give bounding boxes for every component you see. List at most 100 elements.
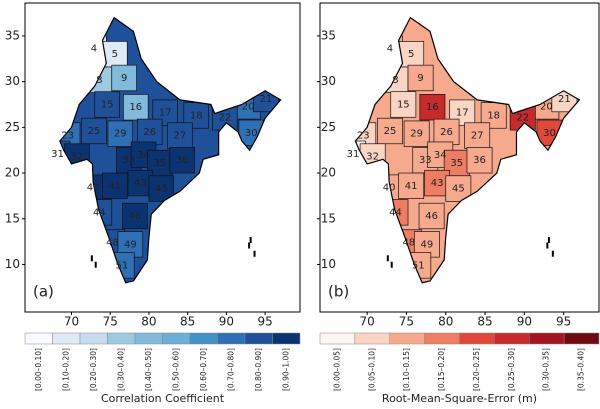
island: [253, 250, 256, 257]
colorbar-swatch: [79, 332, 108, 345]
region-label: 33: [419, 155, 432, 166]
region-cell: [122, 202, 148, 230]
colorbar-label: [0.30–0.35]: [542, 348, 551, 391]
island: [547, 237, 550, 244]
region-label: 36: [176, 155, 189, 166]
region-label: 30: [543, 128, 556, 139]
region-label: 16: [129, 102, 142, 113]
y-tick-label: 25: [321, 120, 336, 134]
colorbar-swatch: [189, 332, 218, 345]
y-tick-label: 15: [321, 211, 336, 225]
region-cell: [433, 118, 460, 146]
region-cell: [390, 91, 417, 118]
colorbar-swatch: [134, 332, 163, 345]
colorbar-label: [0.15–0.20]: [437, 348, 446, 391]
region-label: 21: [260, 94, 273, 105]
country-border: [354, 16, 581, 284]
region-cell: [81, 117, 107, 145]
y-tick-label: 10: [5, 257, 20, 271]
region-label: 16: [426, 102, 439, 113]
colorbar-label: [0.00–0.05]: [332, 348, 341, 391]
region-label: 43: [431, 178, 444, 189]
region-label: 5: [408, 49, 414, 60]
region-label: 44: [93, 207, 106, 218]
region-label: 35: [450, 158, 463, 169]
region-label: 15: [101, 99, 114, 110]
region-label: 33: [122, 155, 135, 166]
axes-frame: [319, 2, 600, 313]
region-cell: [403, 120, 430, 147]
region-label: 27: [174, 131, 187, 142]
region-cell: [398, 172, 425, 199]
x-tick-label: 95: [258, 315, 273, 329]
colorbar-swatch: [272, 332, 301, 345]
region-cell: [107, 120, 134, 147]
region-label: 40: [383, 183, 396, 194]
colorbar-label: [0.05–0.10]: [367, 348, 376, 391]
colorbar-swatch: [162, 332, 191, 345]
region-label: 29: [410, 129, 423, 140]
colorbar-label: [0.25–0.30]: [507, 348, 516, 391]
x-tick-label: 85: [477, 315, 492, 329]
region-label: 51: [115, 260, 128, 271]
region-label: 29: [114, 129, 127, 140]
island: [386, 255, 389, 262]
colorbar-label: [0.90–1.00]: [281, 348, 290, 391]
region-label: 30: [245, 128, 258, 139]
y-tick-label: 35: [5, 28, 20, 42]
region-cell: [419, 94, 446, 121]
region-label: 15: [397, 99, 410, 110]
region-label: 35: [153, 158, 166, 169]
region-label: 49: [421, 239, 434, 250]
colorbar-swatch: [563, 332, 600, 345]
colorbar-swatch: [107, 332, 136, 345]
y-tick-label: 20: [321, 166, 336, 180]
region-label: 34: [434, 150, 447, 161]
x-tick-label: 80: [438, 315, 453, 329]
region-label: 41: [108, 181, 121, 192]
colorbar-title: Correlation Coefficient: [101, 392, 225, 405]
island: [551, 250, 554, 257]
region-cell: [123, 94, 149, 121]
region-cell: [169, 147, 195, 174]
region-label: 5: [112, 49, 118, 60]
region-label: 20: [242, 101, 255, 112]
x-tick-label: 75: [103, 315, 118, 329]
colorbar-swatch: [494, 332, 530, 345]
region-label: 45: [155, 184, 168, 195]
region-label: 46: [129, 211, 142, 222]
region-label: 4: [91, 44, 97, 55]
region-label: 9: [417, 73, 423, 84]
region-label: 25: [384, 126, 397, 137]
x-tick-label: 90: [517, 315, 532, 329]
region-label: 27: [471, 131, 484, 142]
island: [249, 237, 252, 244]
region-cell: [418, 202, 445, 230]
panel-label: (b): [328, 283, 349, 301]
region-label: 8: [392, 75, 398, 86]
region-cell: [148, 175, 175, 202]
region-label: 26: [143, 127, 156, 138]
x-tick-label: 95: [556, 315, 571, 329]
x-tick-label: 70: [64, 315, 79, 329]
y-tick-label: 15: [5, 211, 20, 225]
region-label: 49: [124, 239, 137, 250]
colorbar-swatch: [52, 332, 81, 345]
island: [94, 261, 97, 268]
x-tick-label: 80: [141, 315, 156, 329]
region-label: 8: [96, 75, 102, 86]
colorbar-label: [0.20–0.25]: [472, 348, 481, 391]
region-label: 18: [190, 110, 203, 121]
y-tick-label: 25: [5, 120, 20, 134]
region-label: 48: [106, 238, 119, 249]
x-tick-label: 90: [219, 315, 234, 329]
x-tick-label: 70: [360, 315, 375, 329]
x-tick-label: 85: [180, 315, 195, 329]
region-label: 34: [137, 150, 150, 161]
region-label: 45: [452, 184, 465, 195]
colorbar-label: [0.10–0.15]: [402, 348, 411, 391]
region-label: 51: [412, 260, 425, 271]
colorbar-swatch: [424, 332, 460, 345]
colorbar-label: [0.30–0.40]: [116, 348, 125, 391]
region-label: 9: [121, 73, 127, 84]
